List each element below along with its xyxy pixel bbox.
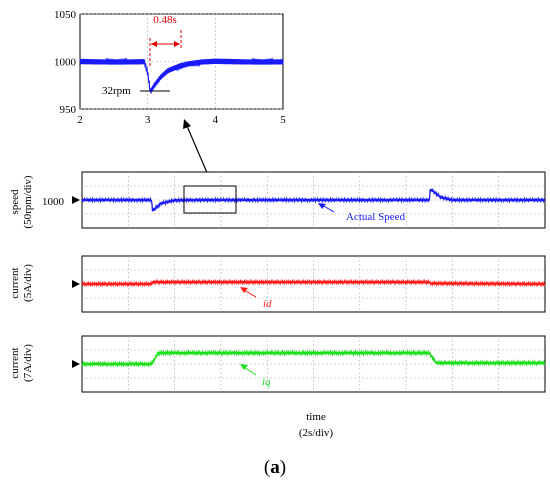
iq-legend-label: iq (262, 376, 271, 388)
zoom-pointer-arrowhead (183, 119, 191, 129)
time-axis-scale: (2s/div) (299, 427, 334, 439)
zoom-inset-chart: 1050 1000 950 2 3 4 5 0.48s 32rpm (54, 9, 286, 126)
id-panel (81, 255, 546, 313)
iq-ylabel-line2: (7A/div) (22, 344, 34, 382)
speed-zero-marker (72, 196, 80, 204)
inset-speed-line (79, 57, 284, 94)
id-legend-arrowhead (240, 287, 248, 293)
speed-legend-arrowhead (318, 203, 326, 209)
iq-zero-marker (72, 360, 80, 368)
iq-ylabel-line1: current (9, 347, 21, 378)
id-ylabel-line2: (5A/div) (22, 264, 34, 302)
zoom-region-box (183, 185, 237, 214)
iq-panel (81, 335, 546, 393)
inset-y-tick-labels: 1050 1000 950 (54, 9, 77, 116)
id-zero-marker (72, 280, 80, 288)
id-ylabel-line1: current (9, 267, 21, 298)
inset-x-tick: 3 (145, 114, 151, 126)
inset-y-tick: 950 (60, 104, 77, 116)
duration-arrowheads (151, 41, 180, 47)
speed-ylabel-line2: (50rpm/div) (22, 175, 34, 228)
figure-caption: (a) (264, 457, 286, 478)
inset-x-tick: 2 (77, 114, 83, 126)
inset-y-tick: 1050 (54, 9, 77, 21)
duration-label: 0.48s (153, 14, 177, 26)
inset-x-tick: 4 (213, 114, 219, 126)
id-trace (81, 278, 546, 288)
iq-legend-arrowhead (240, 364, 248, 370)
id-legend-pointer (243, 289, 257, 298)
iq-trace (81, 349, 546, 368)
time-axis-label: time (306, 411, 326, 423)
speed-marker-value: 1000 (42, 196, 65, 208)
inset-x-tick-labels: 2 3 4 5 (77, 114, 286, 126)
speed-ylabel-line1: speed (9, 189, 21, 215)
inset-x-tick: 5 (280, 114, 286, 126)
speed-panel (81, 171, 546, 229)
dip-label: 32rpm (102, 85, 131, 97)
inset-y-tick: 1000 (54, 57, 77, 69)
speed-trace (81, 187, 546, 212)
speed-legend-label: Actual Speed (346, 211, 405, 223)
id-legend-label: id (263, 298, 272, 310)
iq-legend-pointer (243, 366, 257, 376)
